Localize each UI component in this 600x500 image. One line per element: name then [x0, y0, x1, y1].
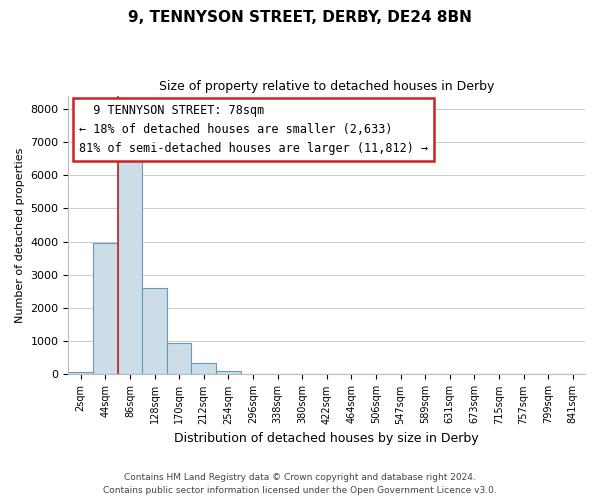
Bar [118, 156, 142, 374]
Text: 9 TENNYSON STREET: 78sqm
← 18% of detached houses are smaller (2,633)
81% of sem: 9 TENNYSON STREET: 78sqm ← 18% of detach… [79, 104, 428, 155]
Text: Contains HM Land Registry data © Crown copyright and database right 2024.
Contai: Contains HM Land Registry data © Crown c… [103, 474, 497, 495]
X-axis label: Distribution of detached houses by size in Derby: Distribution of detached houses by size … [175, 432, 479, 445]
Bar [216, 371, 241, 374]
Text: 9, TENNYSON STREET, DERBY, DE24 8BN: 9, TENNYSON STREET, DERBY, DE24 8BN [128, 10, 472, 25]
Bar [167, 342, 191, 374]
Bar [191, 364, 216, 374]
Bar [142, 288, 167, 374]
Bar [93, 244, 118, 374]
Title: Size of property relative to detached houses in Derby: Size of property relative to detached ho… [159, 80, 494, 93]
Y-axis label: Number of detached properties: Number of detached properties [15, 148, 25, 322]
Bar [68, 372, 93, 374]
